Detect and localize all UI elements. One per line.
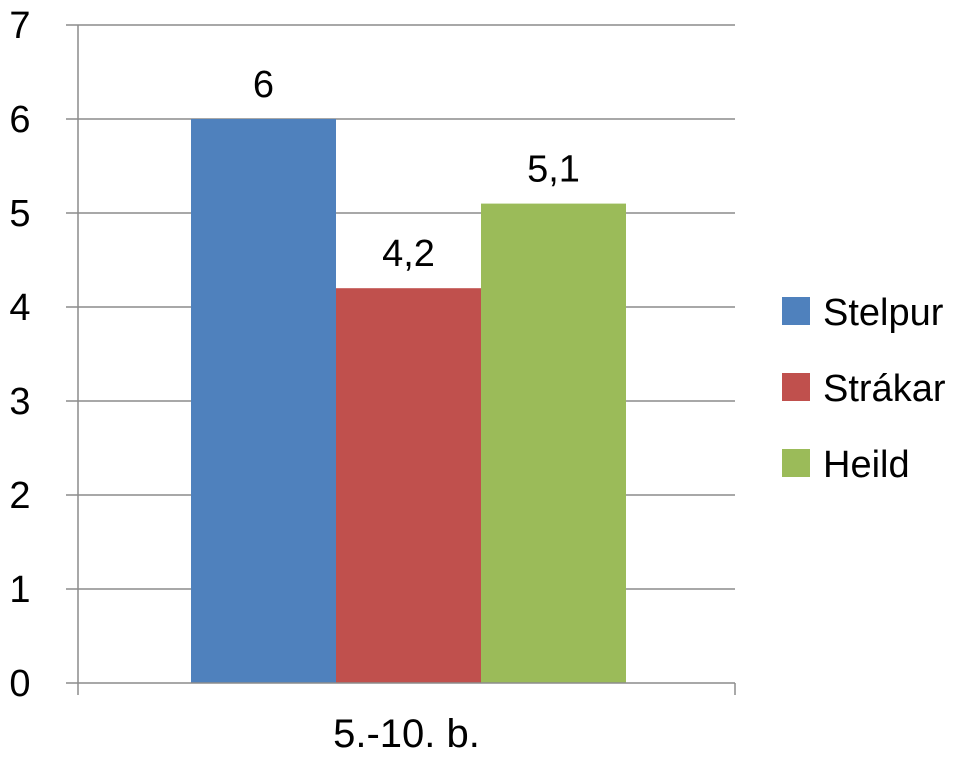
legend-label: Heild bbox=[823, 444, 910, 486]
legend-swatch bbox=[782, 373, 810, 401]
bar-strákar bbox=[336, 288, 481, 683]
y-tick-label: 5 bbox=[9, 193, 30, 235]
y-tick-label: 4 bbox=[9, 287, 30, 329]
legend-swatch bbox=[782, 449, 810, 477]
data-label: 4,2 bbox=[382, 233, 435, 275]
y-tick-label: 2 bbox=[9, 475, 30, 517]
axes bbox=[66, 25, 736, 695]
bars bbox=[191, 119, 626, 683]
data-label: 6 bbox=[253, 64, 274, 106]
y-tick-label: 6 bbox=[9, 99, 30, 141]
y-tick-label: 0 bbox=[9, 663, 30, 705]
x-category-label: 5.-10. b. bbox=[333, 712, 480, 756]
y-tick-label: 7 bbox=[9, 5, 30, 47]
y-tick-label: 1 bbox=[9, 569, 30, 611]
legend-swatch bbox=[782, 297, 810, 325]
y-tick-label: 3 bbox=[9, 381, 30, 423]
bar-heild bbox=[481, 203, 626, 683]
data-label: 5,1 bbox=[527, 149, 580, 191]
legend: Stelpur Strákar Heild bbox=[782, 292, 946, 486]
legend-label: Strákar bbox=[823, 368, 946, 410]
labels: 0 1 2 3 4 5 6 7 6 4,2 5,1 5.-10. b. bbox=[9, 5, 579, 756]
bar-stelpur bbox=[191, 119, 336, 683]
legend-label: Stelpur bbox=[823, 292, 944, 334]
